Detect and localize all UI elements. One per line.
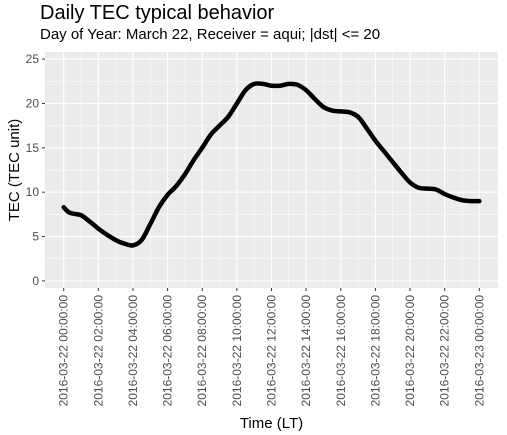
y-axis: 0 5 10 15 20 25: [26, 52, 45, 288]
major-gridlines: [45, 52, 498, 288]
minor-gridlines: [45, 52, 498, 288]
y-axis-title: TEC (TEC unit): [6, 119, 23, 222]
x-tick-label: 2016-03-22 22:00:00: [438, 295, 452, 407]
y-tick-label: 10: [26, 185, 40, 199]
x-tick-label: 2016-03-22 06:00:00: [161, 295, 175, 407]
x-tick-label: 2016-03-22 04:00:00: [126, 295, 140, 407]
x-tick-label: 2016-03-22 00:00:00: [57, 295, 71, 407]
y-tick-label: 20: [26, 96, 40, 110]
x-tick-label: 2016-03-22 14:00:00: [299, 295, 313, 407]
y-tick-label: 5: [32, 230, 39, 244]
x-tick-label: 2016-03-22 16:00:00: [334, 295, 348, 407]
chart-title: Daily TEC typical behavior: [40, 2, 275, 24]
chart-subtitle: Day of Year: March 22, Receiver = aqui; …: [40, 26, 381, 43]
x-tick-label: 2016-03-22 20:00:00: [403, 295, 417, 407]
x-tick-label: 2016-03-22 10:00:00: [230, 295, 244, 407]
x-tick-label: 2016-03-22 18:00:00: [368, 295, 382, 407]
tec-series-line: [61, 81, 482, 248]
x-tick-label: 2016-03-22 08:00:00: [195, 295, 209, 407]
x-axis-title: Time (LT): [240, 415, 303, 432]
x-tick-label: 2016-03-22 02:00:00: [91, 295, 105, 407]
x-tick-label: 2016-03-23 00:00:00: [472, 295, 486, 407]
x-axis: 2016-03-22 00:00:00 2016-03-22 02:00:00 20…: [57, 288, 486, 407]
y-tick-label: 0: [32, 274, 39, 288]
x-tick-label: 2016-03-22 12:00:00: [265, 295, 279, 407]
y-tick-label: 25: [26, 52, 40, 66]
y-tick-label: 15: [26, 141, 40, 155]
